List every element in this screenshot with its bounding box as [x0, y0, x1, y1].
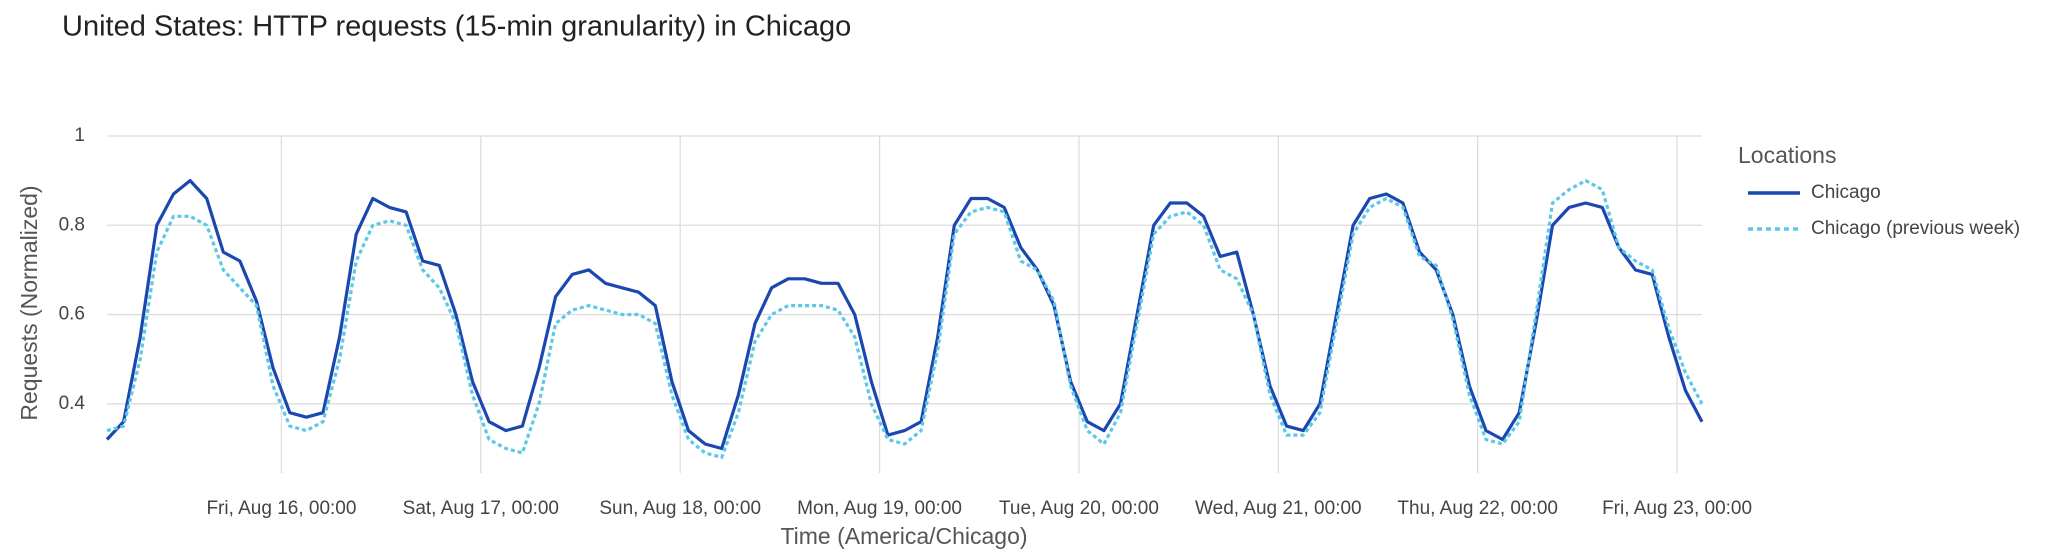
x-tick-label: Wed, Aug 21, 00:00	[1195, 498, 1362, 519]
legend-label: Chicago (previous week)	[1811, 218, 2020, 239]
x-tick-label: Sat, Aug 17, 00:00	[403, 498, 559, 519]
y-tick-label: 0.6	[59, 304, 85, 325]
y-tick-label: 1	[74, 125, 85, 146]
y-tick-label: 0.8	[59, 214, 85, 235]
x-tick-label: Mon, Aug 19, 00:00	[797, 498, 962, 519]
x-tick-label: Tue, Aug 20, 00:00	[999, 498, 1159, 519]
x-tick-label: Fri, Aug 23, 00:00	[1602, 498, 1752, 519]
x-tick-label: Sun, Aug 18, 00:00	[599, 498, 761, 519]
y-tick-label: 0.4	[59, 393, 86, 414]
chart-title: United States: HTTP requests (15-min gra…	[62, 11, 851, 43]
series-line	[106, 179, 1704, 459]
legend-label: Chicago	[1811, 182, 1881, 203]
series-line	[105, 179, 1704, 451]
x-tick-label: Thu, Aug 22, 00:00	[1397, 498, 1558, 519]
legend-title: Locations	[1738, 142, 1836, 168]
y-axis-label: Requests (Normalized)	[16, 185, 42, 420]
x-tick-label: Fri, Aug 16, 00:00	[206, 498, 356, 519]
x-axis-label: Time (America/Chicago)	[780, 523, 1027, 549]
